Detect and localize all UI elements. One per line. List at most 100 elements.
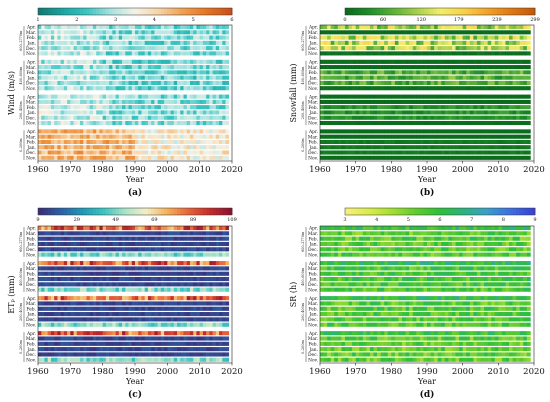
heatmap-cell	[380, 86, 385, 91]
heatmap-cell	[523, 86, 528, 91]
heatmap-cell	[202, 317, 207, 322]
heatmap-cell	[196, 341, 200, 346]
colorbar-segment	[67, 8, 71, 15]
heatmap-cell	[164, 30, 168, 35]
heatmap-cell	[160, 25, 165, 30]
heatmap-cell	[147, 105, 152, 110]
heatmap-cell	[154, 40, 158, 45]
heatmap-cell	[480, 134, 485, 139]
heatmap-cell	[215, 94, 220, 99]
heatmap-cell	[451, 80, 456, 85]
heatmap-cell	[47, 65, 52, 70]
heatmap-cell	[491, 86, 496, 91]
heatmap-cell	[487, 115, 492, 120]
heatmap-cell	[86, 241, 91, 247]
heatmap-cell	[92, 51, 97, 56]
heatmap-cell	[80, 86, 84, 91]
heatmap-cell	[366, 252, 371, 257]
heatmap-cell	[412, 86, 417, 91]
heatmap-cell	[225, 252, 230, 257]
heatmap-cell	[212, 70, 217, 75]
heatmap-cell	[180, 35, 184, 40]
heatmap-cell	[215, 357, 220, 362]
heatmap-cell	[154, 296, 158, 301]
heatmap-cell	[516, 247, 521, 252]
heatmap-cell	[102, 306, 107, 311]
heatmap-cell	[526, 115, 531, 120]
heatmap-cell	[57, 226, 61, 231]
heatmap-cell	[38, 231, 42, 236]
heatmap-cell	[44, 150, 48, 155]
heatmap-cell	[157, 99, 162, 104]
heatmap-cell	[102, 59, 107, 64]
heatmap-cell	[186, 105, 191, 110]
heatmap-cell	[144, 306, 149, 311]
heatmap-cell	[225, 261, 230, 266]
colorbar-segment	[417, 8, 422, 15]
heatmap-cell	[54, 70, 58, 75]
heatmap-cell	[199, 75, 204, 80]
heatmap-cell	[47, 40, 52, 45]
heatmap-cell	[409, 145, 414, 150]
heatmap-cell	[341, 46, 346, 51]
heatmap-cell	[73, 226, 78, 231]
heatmap-cell	[144, 70, 149, 75]
heatmap-cell	[50, 65, 55, 70]
heatmap-cell	[355, 226, 360, 231]
colorbar-tick-label: 6	[438, 217, 441, 223]
heatmap-cell	[487, 35, 492, 40]
heatmap-cell	[92, 129, 97, 134]
heatmap-cell	[462, 65, 467, 70]
heatmap-cell	[80, 231, 84, 236]
heatmap-cell	[173, 301, 178, 306]
heatmap-cell	[473, 46, 478, 51]
heatmap-cell	[330, 70, 335, 75]
heatmap-cell	[412, 105, 417, 110]
heatmap-cell	[177, 252, 181, 257]
heatmap-cell	[337, 139, 342, 145]
heatmap-cell	[109, 99, 113, 104]
heatmap-cell	[60, 236, 65, 241]
heatmap-cell	[125, 40, 129, 45]
heatmap-cell	[391, 226, 396, 231]
heatmap-cell	[212, 65, 217, 70]
heatmap-cell	[92, 247, 97, 252]
heatmap-cell	[469, 150, 474, 155]
heatmap-cell	[209, 266, 213, 271]
heatmap-cell	[125, 352, 129, 357]
heatmap-cell	[327, 35, 331, 40]
heatmap-cell	[76, 341, 81, 346]
heatmap-cell	[141, 35, 145, 40]
heatmap-cell	[83, 357, 87, 362]
heatmap-cell	[434, 110, 438, 115]
heatmap-cell	[455, 247, 460, 252]
heatmap-cell	[337, 155, 342, 160]
heatmap-cell	[92, 331, 97, 336]
heatmap-cell	[50, 99, 55, 104]
heatmap-cell	[105, 59, 110, 64]
heatmap-cell	[67, 266, 71, 271]
heatmap-cell	[469, 139, 474, 145]
heatmap-cell	[125, 99, 129, 104]
heatmap-cell	[196, 317, 200, 322]
heatmap-cell	[151, 336, 155, 341]
heatmap-cell	[466, 35, 471, 40]
heatmap-cell	[222, 129, 226, 134]
month-label: Feb.	[26, 36, 36, 41]
colorbar-segment	[462, 8, 466, 15]
heatmap-cell	[409, 241, 414, 247]
heatmap-cell	[209, 115, 213, 120]
colorbar-segment	[481, 208, 485, 215]
heatmap-cell	[434, 35, 438, 40]
heatmap-cell	[177, 271, 181, 276]
heatmap-cell	[138, 75, 142, 80]
colorbar-segment	[70, 208, 74, 215]
heatmap-cell	[199, 110, 204, 115]
heatmap-cell	[57, 120, 61, 126]
heatmap-cell	[105, 287, 110, 292]
heatmap-cell	[141, 110, 145, 115]
x-axis-label: Year	[125, 377, 144, 386]
heatmap-cell	[70, 296, 74, 301]
heatmap-cell	[320, 40, 324, 45]
heatmap-cell	[86, 282, 91, 287]
